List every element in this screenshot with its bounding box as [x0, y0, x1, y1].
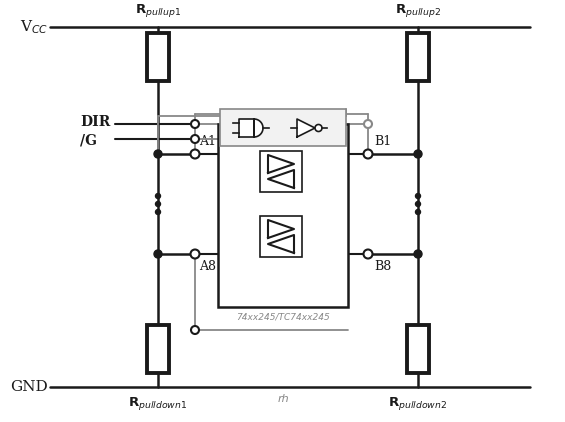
Polygon shape	[268, 235, 294, 253]
Circle shape	[415, 194, 420, 198]
Bar	[147, 325, 169, 373]
Circle shape	[191, 120, 199, 128]
Circle shape	[363, 149, 372, 159]
Circle shape	[190, 149, 199, 159]
Bar	[218, 124, 348, 307]
Circle shape	[191, 135, 199, 143]
Text: 74xx245/TC74xx245: 74xx245/TC74xx245	[236, 312, 330, 321]
Bar	[260, 151, 302, 192]
Bar	[220, 109, 346, 146]
Text: DIR: DIR	[80, 115, 110, 129]
Bar	[147, 33, 169, 81]
Text: GND: GND	[10, 380, 48, 394]
Text: B1: B1	[374, 135, 391, 148]
Circle shape	[155, 209, 160, 214]
Text: R$_{pulldown2}$: R$_{pulldown2}$	[388, 395, 447, 412]
Circle shape	[154, 250, 162, 258]
Text: V$_{CC}$: V$_{CC}$	[20, 18, 48, 36]
Circle shape	[155, 194, 160, 198]
Text: R$_{pullup2}$: R$_{pullup2}$	[395, 2, 441, 19]
Text: A8: A8	[199, 260, 216, 273]
Circle shape	[190, 249, 199, 259]
Polygon shape	[268, 220, 294, 238]
Text: B8: B8	[374, 260, 391, 273]
Circle shape	[415, 209, 420, 214]
Text: /G: /G	[80, 134, 97, 148]
Circle shape	[414, 250, 422, 258]
Circle shape	[364, 120, 372, 128]
Circle shape	[315, 124, 322, 132]
Bar	[407, 325, 429, 373]
Polygon shape	[239, 119, 263, 137]
Text: R$_{pullup1}$: R$_{pullup1}$	[135, 2, 181, 19]
Circle shape	[414, 150, 422, 158]
Text: rh: rh	[277, 394, 289, 404]
Circle shape	[415, 201, 420, 206]
Text: A1: A1	[199, 135, 216, 148]
Polygon shape	[268, 155, 294, 173]
Text: R$_{pulldown1}$: R$_{pulldown1}$	[128, 395, 188, 412]
Circle shape	[191, 326, 199, 334]
Circle shape	[154, 150, 162, 158]
Polygon shape	[268, 170, 294, 188]
Circle shape	[155, 201, 160, 206]
Bar	[407, 33, 429, 81]
Bar	[260, 216, 302, 257]
Polygon shape	[297, 119, 315, 137]
Circle shape	[363, 249, 372, 259]
